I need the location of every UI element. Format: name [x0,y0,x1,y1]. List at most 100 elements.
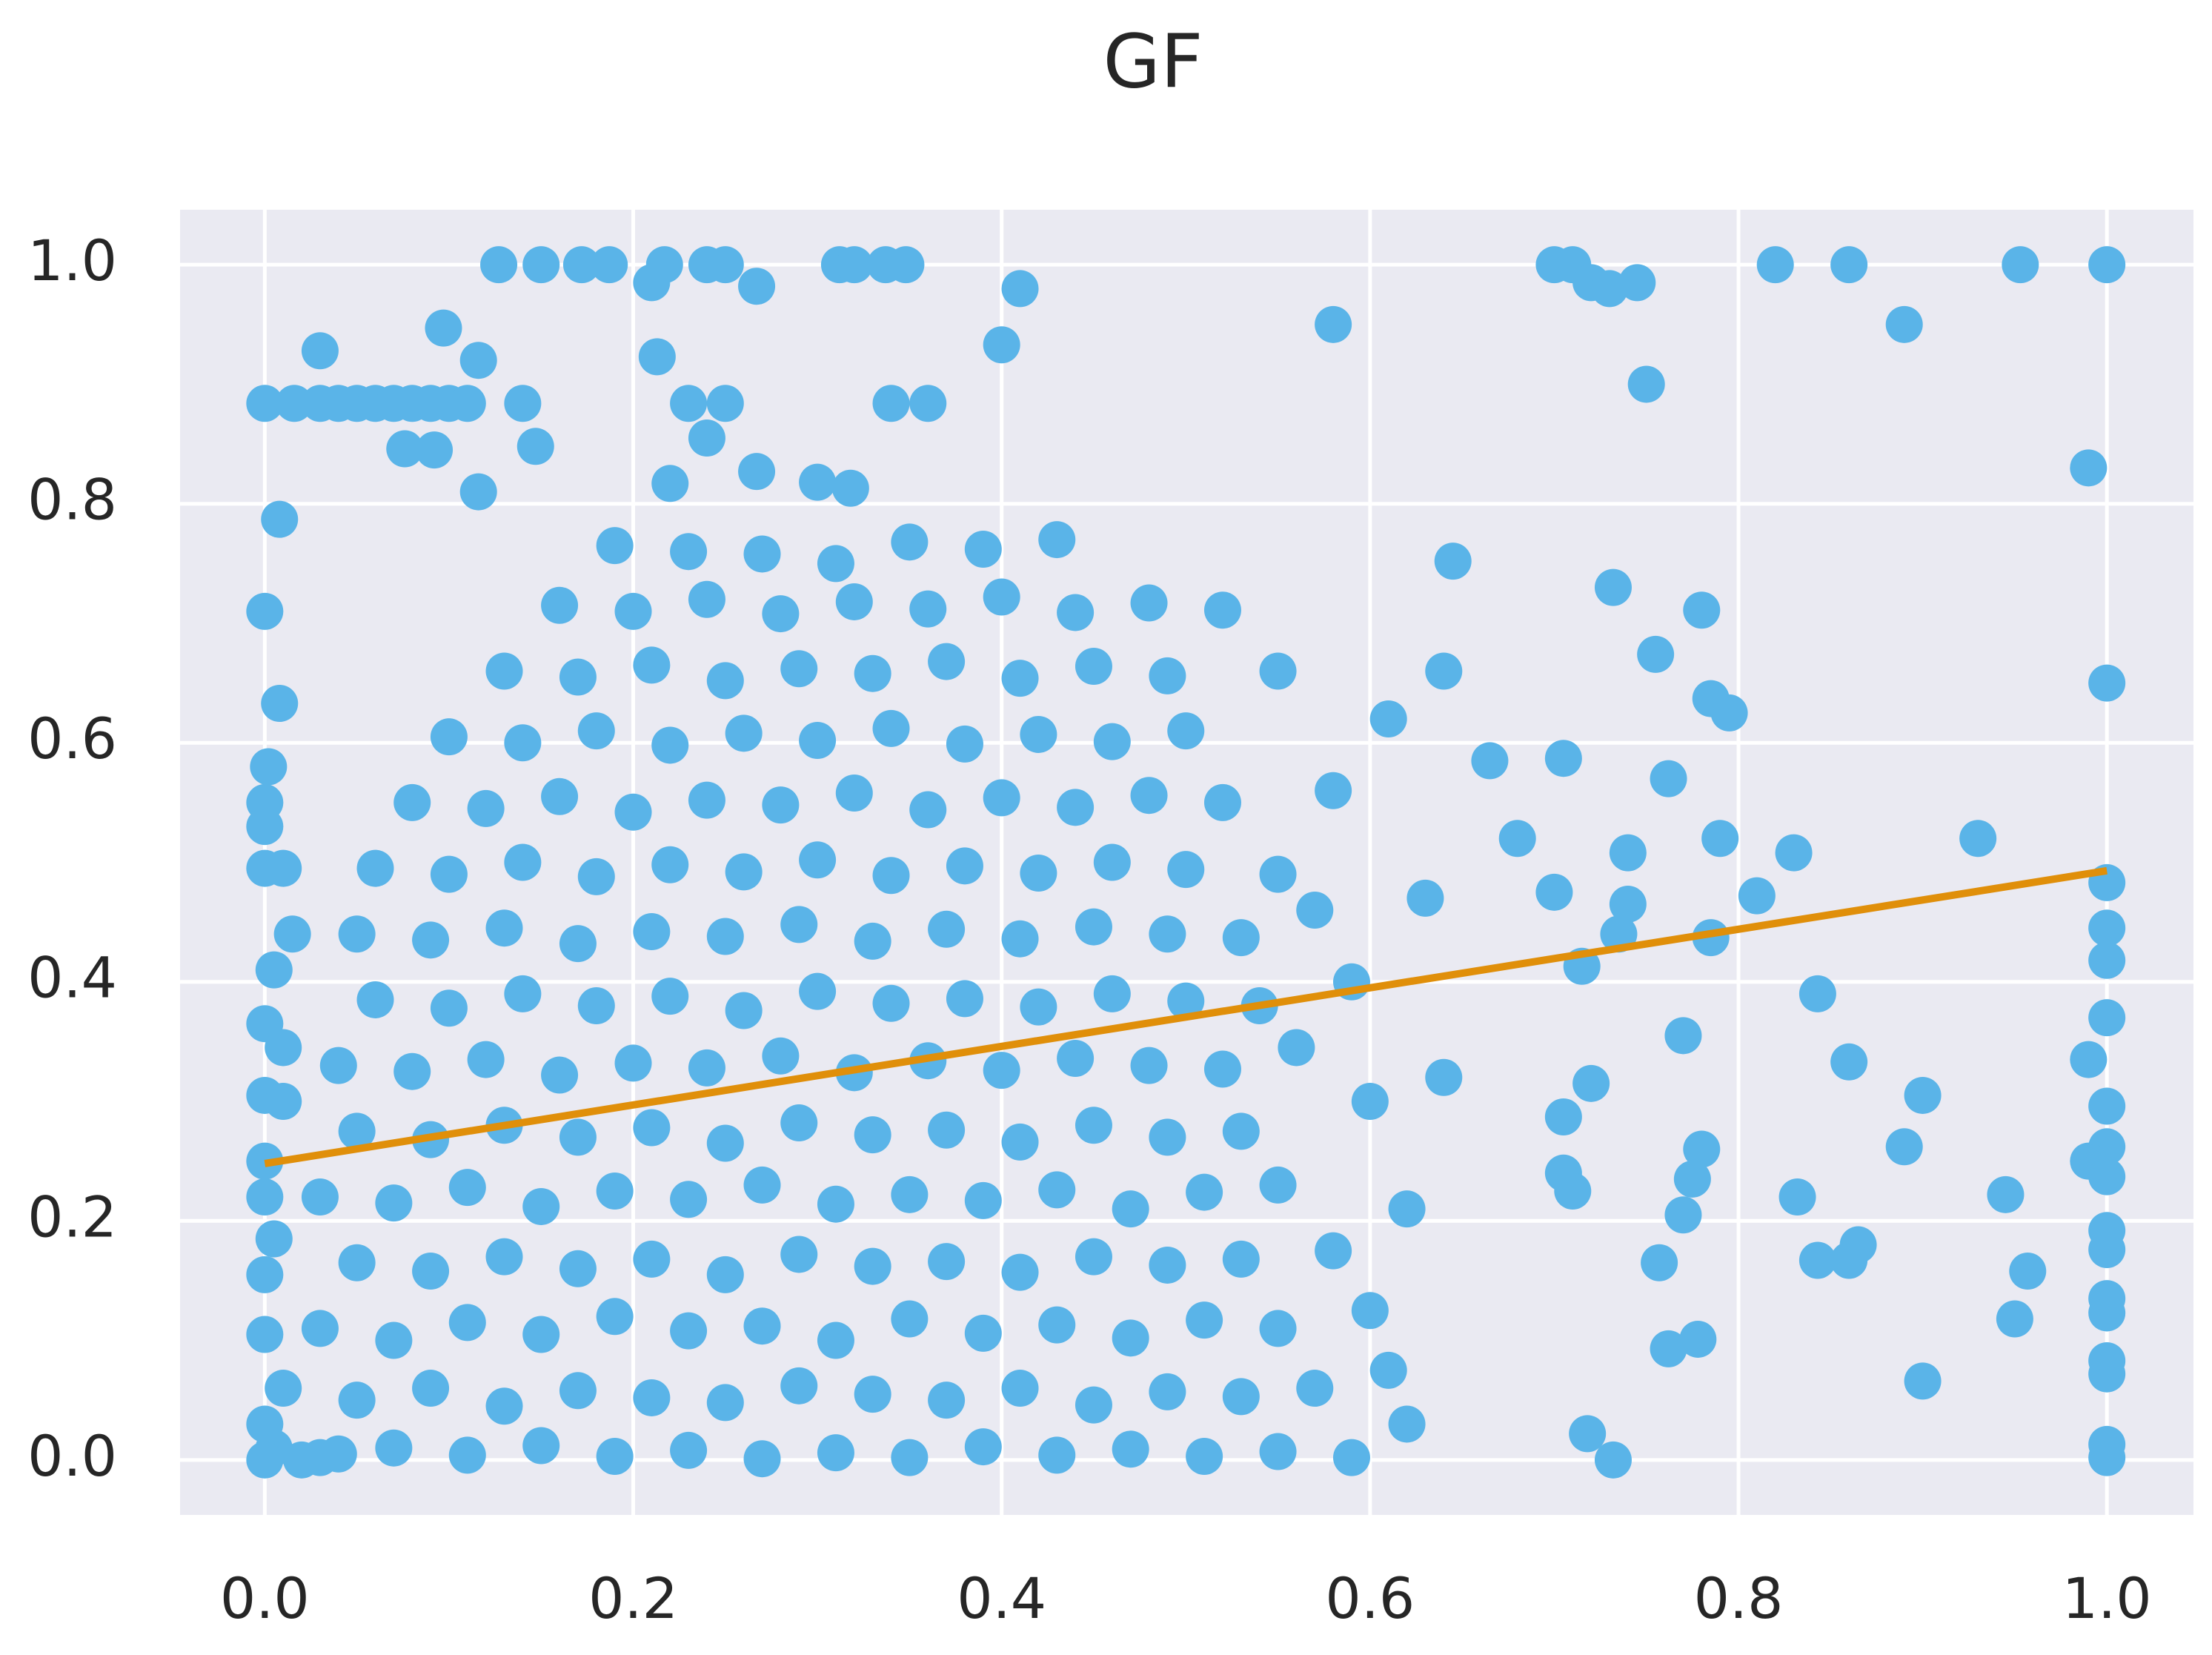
point [1167,982,1205,1020]
point [1186,1437,1223,1475]
point [817,1185,854,1223]
point [2088,999,2126,1037]
point [688,580,725,618]
point [504,843,542,881]
point [743,1166,781,1204]
point [517,428,554,465]
point [596,1437,634,1475]
point [762,1037,800,1075]
point [1057,1039,1095,1077]
point [1569,1415,1607,1453]
point [1710,694,1748,732]
point [2088,246,2126,284]
point [1618,264,1656,302]
fit-line [264,866,2108,1167]
point [909,590,947,628]
point [504,385,542,422]
point [430,989,468,1027]
point [1149,1246,1186,1284]
x-tick-label: 0.2 [588,1565,678,1631]
point [1425,652,1463,690]
point [2088,909,2126,947]
y-tick-label: 0.0 [27,1423,117,1489]
point [1498,820,1536,858]
point [522,1427,560,1465]
point [835,583,873,620]
point [633,264,671,302]
point [261,500,299,538]
point [541,1056,579,1094]
point [1996,1300,2033,1338]
point [338,915,376,953]
y-tick-label: 0.4 [27,945,117,1011]
point [1130,584,1168,622]
point [1186,1301,1223,1339]
marks [246,246,2126,1479]
point [854,1247,891,1285]
point [1351,1292,1389,1330]
point [459,473,497,511]
point [670,1431,708,1469]
point [1149,915,1186,953]
point [651,846,689,883]
point [467,789,505,827]
point [1315,1232,1352,1270]
point [485,909,523,947]
point [1388,1190,1426,1228]
point [891,1175,929,1213]
point [817,545,854,583]
point [1130,777,1168,815]
point [946,847,983,885]
point [459,342,497,379]
point [265,1370,302,1407]
point [2070,449,2108,487]
point [1664,1017,1702,1055]
point [448,1169,486,1207]
point [1093,723,1131,760]
point [1738,877,1776,915]
point [246,808,284,846]
point [577,712,615,750]
point [835,774,873,812]
point [504,724,542,762]
point [946,980,983,1018]
point [1001,270,1039,308]
point [1093,975,1131,1012]
point [872,984,910,1022]
point [706,385,744,422]
point [319,1047,357,1084]
point [799,972,837,1010]
point [246,385,284,422]
point [1799,975,1836,1012]
point [725,992,763,1029]
point [1544,740,1582,777]
point [706,662,744,700]
point [854,922,891,960]
point [1609,834,1647,872]
x-tick-label: 0.0 [220,1565,310,1631]
point [261,685,299,723]
y-tick-label: 0.2 [27,1184,117,1250]
point [964,1314,1002,1352]
point [799,722,837,760]
point [928,1111,966,1149]
point [265,1083,302,1121]
x-tick-label: 1.0 [2062,1565,2152,1631]
point [1057,789,1095,826]
point [891,1439,929,1476]
point [872,709,910,747]
point [1259,1433,1297,1470]
point [559,1250,597,1287]
point [356,981,394,1018]
point [633,913,671,951]
point [522,1187,560,1225]
point [835,246,873,284]
point [1692,919,1730,957]
point [1075,1107,1112,1144]
point [928,1382,966,1419]
x-tick-label: 0.4 [957,1565,1046,1631]
point [670,1312,708,1350]
point [541,777,579,815]
point [430,855,468,893]
point [1369,1351,1407,1389]
